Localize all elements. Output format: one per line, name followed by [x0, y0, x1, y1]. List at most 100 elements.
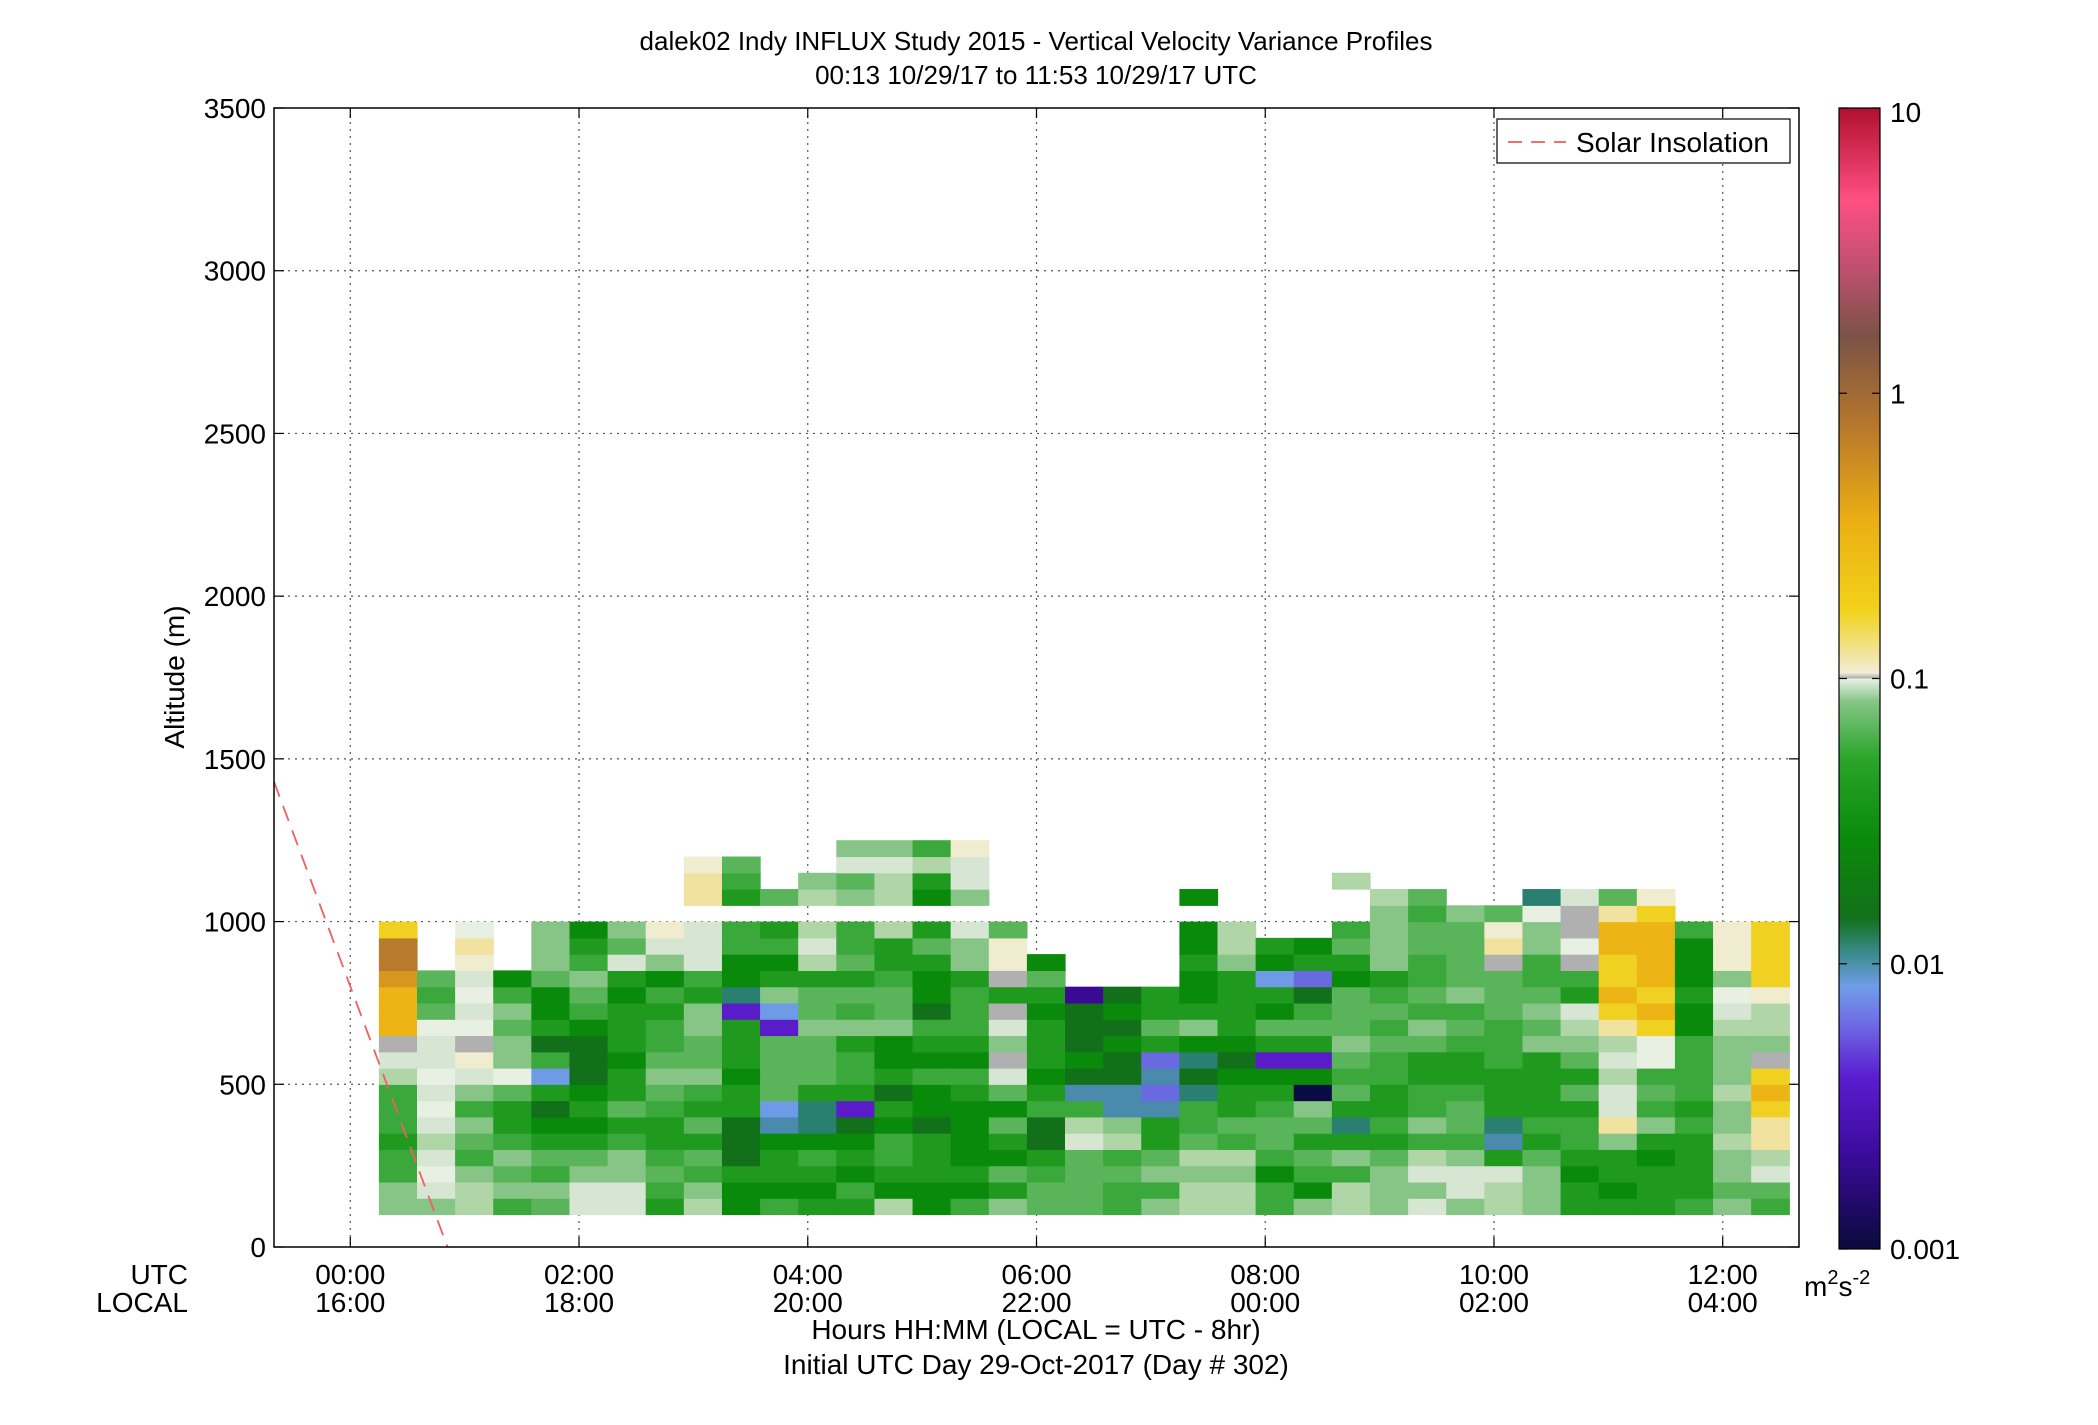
heatmap-cell: [645, 954, 685, 971]
heatmap-cell: [1065, 1051, 1104, 1069]
heatmap-cell: [721, 986, 761, 1004]
heatmap-cell: [874, 1019, 914, 1037]
x-tick-label-local: 02:00: [1459, 1287, 1529, 1318]
heatmap-cell: [1408, 1051, 1447, 1069]
heatmap-cell: [760, 954, 799, 971]
heatmap-cell: [1369, 889, 1409, 906]
heatmap-cell: [1446, 1198, 1485, 1216]
heatmap-cell: [1713, 1165, 1752, 1183]
heatmap-cell: [1293, 1133, 1333, 1150]
heatmap-cell: [1217, 1002, 1257, 1020]
heatmap-cell: [1636, 889, 1676, 906]
heatmap-cell: [1065, 1165, 1104, 1183]
heatmap-cell: [1446, 1149, 1485, 1167]
chart-title: dalek02 Indy INFLUX Study 2015 - Vertica…: [640, 26, 1433, 56]
heatmap-cell: [912, 970, 952, 988]
heatmap-cell: [721, 1116, 761, 1134]
colorbar-tick-label: 0.001: [1890, 1234, 1960, 1265]
heatmap-cell: [1674, 986, 1714, 1004]
x-tick-label-utc: 04:00: [773, 1259, 843, 1290]
heatmap-cell: [912, 1165, 952, 1183]
heatmap-cell: [1446, 954, 1485, 971]
heatmap-cell: [1522, 1051, 1562, 1069]
heatmap-cell: [1636, 1019, 1676, 1037]
heatmap-cell: [1369, 1198, 1409, 1216]
heatmap-cell: [645, 1133, 685, 1150]
heatmap-cell: [683, 872, 723, 890]
heatmap-cell: [1522, 1133, 1562, 1150]
heatmap-cell: [1598, 1149, 1638, 1167]
heatmap-cell: [760, 1116, 799, 1134]
heatmap-cell: [1598, 937, 1638, 955]
heatmap-cell: [378, 1181, 418, 1199]
heatmap-cell: [721, 937, 761, 955]
heatmap-cell: [874, 840, 914, 858]
heatmap-cell: [1369, 1133, 1409, 1150]
heatmap-cell: [683, 1068, 723, 1085]
heatmap-cell: [531, 1002, 571, 1020]
heatmap-cell: [1560, 1100, 1600, 1118]
heatmap-cell: [531, 1116, 571, 1134]
heatmap-cell: [1293, 1068, 1333, 1085]
heatmap-cell: [1369, 954, 1409, 971]
heatmap-cell: [683, 856, 723, 874]
heatmap-cell: [1369, 921, 1409, 939]
heatmap-cell: [569, 954, 609, 971]
heatmap-cell: [950, 1051, 990, 1069]
heatmap-cell: [1713, 1035, 1752, 1053]
heatmap-cell: [1446, 921, 1485, 939]
heatmap-cell: [1331, 1035, 1371, 1053]
heatmap-cell: [988, 1068, 1028, 1085]
heatmap-cell: [1713, 1068, 1752, 1085]
x-tick-label-local: 20:00: [773, 1287, 843, 1318]
heatmap-cell: [683, 1084, 723, 1102]
heatmap-cell: [798, 970, 837, 988]
heatmap-cell: [1522, 1019, 1562, 1037]
colorbar-tick-label: 10: [1890, 97, 1921, 128]
heatmap-cell: [607, 1068, 647, 1085]
heatmap-cell: [1065, 986, 1104, 1004]
heatmap-cell: [1560, 954, 1600, 971]
heatmap-cell: [798, 1051, 837, 1069]
heatmap-cell: [912, 986, 952, 1004]
heatmap-cell: [874, 921, 914, 939]
heatmap-cell: [1446, 1002, 1485, 1020]
heatmap-cell: [874, 889, 914, 906]
heatmap-cell: [1636, 1084, 1676, 1102]
heatmap-cell: [531, 1198, 571, 1216]
heatmap-cell: [950, 1165, 990, 1183]
heatmap-cell: [1408, 1116, 1447, 1134]
heatmap-cell: [1065, 1019, 1104, 1037]
heatmap-cell: [378, 937, 418, 955]
heatmap-cell: [1255, 1002, 1295, 1020]
heatmap-cell: [1598, 986, 1638, 1004]
heatmap-cell: [912, 1068, 952, 1085]
heatmap-cell: [874, 1198, 914, 1216]
heatmap-cell: [988, 921, 1028, 939]
heatmap-cell: [1217, 1035, 1257, 1053]
heatmap-cell: [1674, 1116, 1714, 1134]
heatmap-cell: [798, 1035, 837, 1053]
heatmap-cell: [1369, 937, 1409, 955]
heatmap-cell: [455, 1198, 494, 1216]
heatmap-cell: [760, 1035, 799, 1053]
heatmap-cell: [1636, 1035, 1676, 1053]
heatmap-cell: [645, 1084, 685, 1102]
heatmap-cell: [1484, 1149, 1524, 1167]
heatmap-cell: [836, 1133, 876, 1150]
heatmap-cell: [1713, 921, 1752, 939]
heatmap-cell: [1408, 1100, 1447, 1118]
heatmap-cell: [1408, 954, 1447, 971]
heatmap-cell: [1522, 1002, 1562, 1020]
x-tick-label-utc: 12:00: [1688, 1259, 1758, 1290]
heatmap-cell: [378, 1035, 418, 1053]
heatmap-cell: [874, 856, 914, 874]
heatmap-cell: [1446, 1068, 1485, 1085]
heatmap-cell: [1331, 1133, 1371, 1150]
heatmap-cell: [1026, 1002, 1066, 1020]
heatmap-cell: [1598, 970, 1638, 988]
heatmap-cell: [493, 1035, 532, 1053]
heatmap-cell: [569, 986, 609, 1004]
heatmap-cell: [1217, 1068, 1257, 1085]
